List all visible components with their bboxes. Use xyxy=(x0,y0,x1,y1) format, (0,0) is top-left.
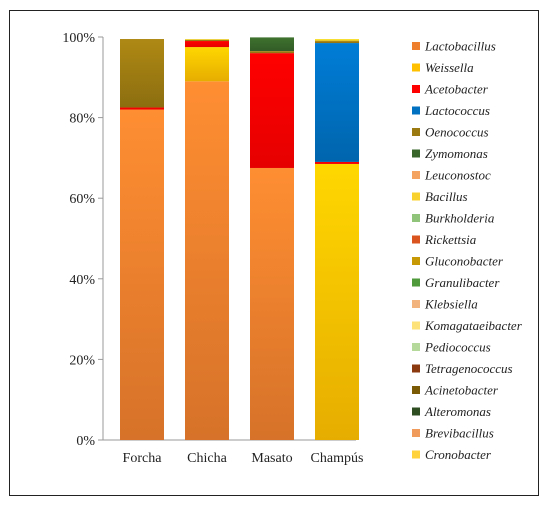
legend-swatch-pediococcus xyxy=(412,343,420,351)
legend-label-brevibacillus: Brevibacillus xyxy=(425,426,494,441)
legend-swatch-komagataeibacter xyxy=(412,321,420,330)
legend-label-cronobacter: Cronobacter xyxy=(425,447,492,462)
bar-segment-masato-acetobacter xyxy=(250,53,294,168)
legend-swatch-cronobacter xyxy=(412,450,420,459)
legend-label-burkholderia: Burkholderia xyxy=(425,211,495,226)
legend-swatch-zymomonas xyxy=(412,149,420,158)
x-tick-label-forcha: Forcha xyxy=(123,451,163,466)
y-tick-label: 40% xyxy=(69,273,95,288)
bar-segment-chicha-acetobacter xyxy=(185,41,229,48)
bar-segment-champus-acetobacter xyxy=(315,161,359,164)
x-tick-label-masato: Masato xyxy=(251,451,292,466)
legend-swatch-gluconobacter xyxy=(412,257,420,265)
legend-swatch-weissella xyxy=(412,63,420,72)
legend-swatch-leuconostoc xyxy=(412,171,420,179)
legend-label-weissella: Weissella xyxy=(425,60,474,75)
legend-label-lactococcus: Lactococcus xyxy=(424,103,490,118)
legend-swatch-rickettsia xyxy=(412,235,420,244)
x-tick-label-champus: Champús xyxy=(311,451,364,466)
legend-swatch-tetragenococcus xyxy=(412,364,420,373)
legend-label-tetragenococcus: Tetragenococcus xyxy=(425,361,513,376)
bar-segment-chicha-weissella xyxy=(185,47,229,82)
bar-segment-chicha-lactobacillus xyxy=(185,81,229,440)
y-tick-label: 0% xyxy=(76,434,95,449)
bar-segment-masato-lactobacillus xyxy=(250,167,294,440)
legend-label-granulibacter: Granulibacter xyxy=(425,275,500,290)
bar-segment-forcha-oenococcus xyxy=(120,39,164,108)
bar-segment-chicha-oenococcus xyxy=(185,39,229,42)
legend-label-alteromonas: Alteromonas xyxy=(424,404,491,419)
bar-segment-champus-bacillus xyxy=(315,39,359,42)
bar-segment-forcha-acetobacter xyxy=(120,107,164,110)
legend-swatch-alteromonas xyxy=(412,407,420,416)
bar-segment-forcha-lactobacillus xyxy=(120,109,164,440)
legend-swatch-acetobacter xyxy=(412,85,420,93)
chart-frame xyxy=(9,10,539,496)
legend-swatch-granulibacter xyxy=(412,278,420,287)
bar-segment-champus-lactococcus xyxy=(315,43,359,162)
y-tick-label: 20% xyxy=(69,353,95,368)
legend-swatch-acinetobacter xyxy=(412,386,420,394)
legend-label-lactobacillus: Lactobacillus xyxy=(424,39,496,54)
legend-label-zymomonas: Zymomonas xyxy=(425,146,488,161)
y-tick-label: 80% xyxy=(69,112,95,127)
y-tick-label: 100% xyxy=(62,31,95,46)
bar-segment-champus-oenococcus xyxy=(315,41,359,44)
bar-segment-chicha-bacillus xyxy=(185,39,229,40)
legend-label-bacillus: Bacillus xyxy=(425,189,468,204)
legend-label-leuconostoc: Leuconostoc xyxy=(424,168,491,183)
legend-swatch-bacillus xyxy=(412,192,420,201)
legend-label-pediococcus: Pediococcus xyxy=(424,340,491,355)
legend-swatch-klebsiella xyxy=(412,300,420,308)
legend-label-acinetobacter: Acinetobacter xyxy=(424,383,499,398)
legend-swatch-brevibacillus xyxy=(412,429,420,437)
legend-label-gluconobacter: Gluconobacter xyxy=(425,254,504,269)
legend-label-komagataeibacter: Komagataeibacter xyxy=(424,318,523,333)
legend-label-acetobacter: Acetobacter xyxy=(424,82,489,97)
legend-swatch-lactococcus xyxy=(412,106,420,115)
legend-swatch-burkholderia xyxy=(412,214,420,222)
bar-segment-champus-weissella xyxy=(315,163,359,440)
legend-label-rickettsia: Rickettsia xyxy=(424,232,477,247)
y-tick-label: 60% xyxy=(69,192,95,207)
x-tick-label-chicha: Chicha xyxy=(187,451,227,466)
legend-label-klebsiella: Klebsiella xyxy=(424,297,478,312)
bar-segment-masato-zymomonas xyxy=(250,37,294,52)
legend-label-oenococcus: Oenococcus xyxy=(425,125,489,140)
bar-segment-masato-oenococcus xyxy=(250,51,294,54)
legend-swatch-lactobacillus xyxy=(412,42,420,50)
legend-swatch-oenococcus xyxy=(412,128,420,136)
